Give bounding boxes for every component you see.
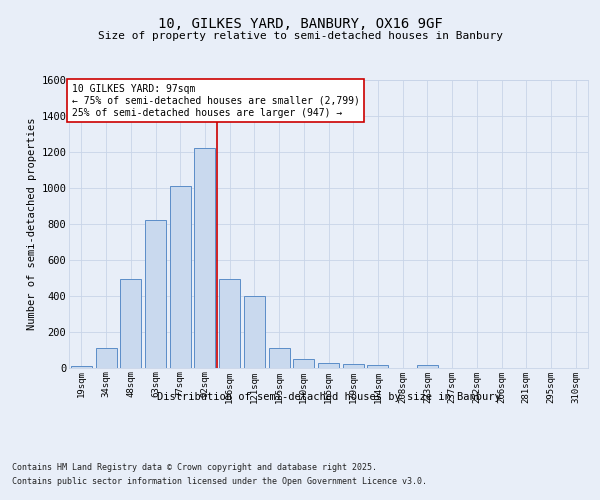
Bar [95,348,116,368]
Bar [293,358,314,368]
Y-axis label: Number of semi-detached properties: Number of semi-detached properties [27,118,37,330]
Bar [194,148,215,368]
Bar [170,186,191,368]
Text: Size of property relative to semi-detached houses in Banbury: Size of property relative to semi-detach… [97,31,503,41]
Text: Contains HM Land Registry data © Crown copyright and database right 2025.: Contains HM Land Registry data © Crown c… [12,464,377,472]
Text: Contains public sector information licensed under the Open Government Licence v3: Contains public sector information licen… [12,477,427,486]
Bar [417,365,438,368]
Bar [244,296,265,368]
Bar [145,220,166,368]
Bar [318,363,339,368]
Text: Distribution of semi-detached houses by size in Banbury: Distribution of semi-detached houses by … [157,392,500,402]
Bar [71,366,92,368]
Bar [367,365,388,368]
Bar [269,348,290,368]
Bar [120,280,141,368]
Bar [343,364,364,368]
Text: 10, GILKES YARD, BANBURY, OX16 9GF: 10, GILKES YARD, BANBURY, OX16 9GF [158,18,442,32]
Text: 10 GILKES YARD: 97sqm
← 75% of semi-detached houses are smaller (2,799)
25% of s: 10 GILKES YARD: 97sqm ← 75% of semi-deta… [71,84,359,117]
Bar [219,280,240,368]
